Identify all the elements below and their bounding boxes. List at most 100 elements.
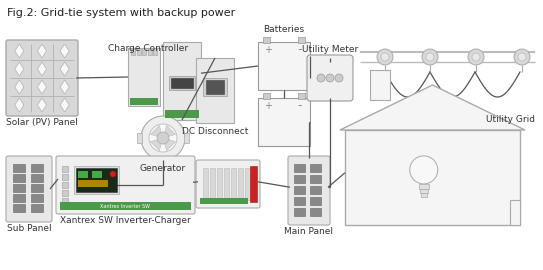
Bar xyxy=(142,48,146,55)
Circle shape xyxy=(326,74,334,82)
Text: Xantrex SW Inverter-Charger: Xantrex SW Inverter-Charger xyxy=(60,216,191,225)
Polygon shape xyxy=(15,98,24,112)
Bar xyxy=(62,182,68,188)
Text: Fig.2: Grid-tie system with backup power: Fig.2: Grid-tie system with backup power xyxy=(7,8,235,18)
Bar xyxy=(203,168,208,200)
Bar xyxy=(165,110,199,118)
Text: +: + xyxy=(264,45,272,55)
Circle shape xyxy=(377,49,393,65)
Bar xyxy=(153,48,157,55)
Circle shape xyxy=(149,124,177,152)
Bar xyxy=(200,198,248,204)
FancyBboxPatch shape xyxy=(56,156,195,214)
Bar xyxy=(76,168,117,192)
Bar xyxy=(210,168,215,200)
Bar xyxy=(196,58,234,123)
Bar xyxy=(130,98,158,105)
Circle shape xyxy=(514,49,530,65)
Bar xyxy=(294,197,305,205)
FancyBboxPatch shape xyxy=(6,156,52,222)
Bar xyxy=(263,93,270,99)
Bar xyxy=(345,130,520,225)
Text: Utility Meter: Utility Meter xyxy=(302,45,358,54)
Bar xyxy=(206,80,224,94)
Bar xyxy=(370,70,390,100)
Text: Main Panel: Main Panel xyxy=(285,227,333,236)
Polygon shape xyxy=(60,98,69,112)
Circle shape xyxy=(141,116,185,160)
Circle shape xyxy=(518,53,526,61)
Circle shape xyxy=(422,49,438,65)
Bar xyxy=(231,168,236,200)
Text: Batteries: Batteries xyxy=(263,25,305,34)
Polygon shape xyxy=(163,126,175,138)
Bar xyxy=(217,168,222,200)
Bar xyxy=(78,180,108,187)
FancyBboxPatch shape xyxy=(288,156,330,225)
Bar xyxy=(419,184,429,189)
Polygon shape xyxy=(163,138,175,150)
Bar xyxy=(128,48,160,106)
Text: DC Disconnect: DC Disconnect xyxy=(182,127,248,136)
FancyBboxPatch shape xyxy=(196,160,260,208)
Bar xyxy=(250,166,257,202)
Circle shape xyxy=(410,156,438,184)
Polygon shape xyxy=(150,138,163,150)
Polygon shape xyxy=(37,80,47,94)
Bar xyxy=(148,48,151,55)
Bar xyxy=(31,184,43,192)
Polygon shape xyxy=(60,44,69,58)
FancyBboxPatch shape xyxy=(6,40,78,116)
Bar xyxy=(31,164,43,172)
Bar xyxy=(169,76,195,90)
Bar xyxy=(298,37,305,43)
Bar xyxy=(60,202,191,210)
Bar xyxy=(13,174,25,182)
Polygon shape xyxy=(60,80,69,94)
Bar xyxy=(310,186,321,194)
Circle shape xyxy=(468,49,484,65)
Text: -: - xyxy=(298,100,302,113)
Bar xyxy=(13,164,25,172)
Bar xyxy=(294,175,305,183)
Bar xyxy=(258,42,310,90)
Polygon shape xyxy=(15,62,24,76)
Bar xyxy=(62,190,68,196)
Text: Utility Grid: Utility Grid xyxy=(485,115,534,124)
Bar xyxy=(258,98,310,146)
Text: Solar (PV) Panel: Solar (PV) Panel xyxy=(6,118,78,127)
Bar xyxy=(62,166,68,172)
Bar xyxy=(31,204,43,212)
Bar xyxy=(310,175,321,183)
Bar xyxy=(171,78,193,88)
Bar xyxy=(137,133,142,143)
Bar xyxy=(136,48,141,55)
Bar xyxy=(294,164,305,172)
Bar xyxy=(13,184,25,192)
Circle shape xyxy=(335,74,343,82)
Bar xyxy=(62,198,68,204)
Bar xyxy=(31,174,43,182)
Text: Xantrex Inverter SW: Xantrex Inverter SW xyxy=(100,204,150,208)
Bar xyxy=(294,186,305,194)
Polygon shape xyxy=(15,44,24,58)
Circle shape xyxy=(157,132,169,144)
Bar xyxy=(238,168,243,200)
Bar xyxy=(203,78,227,96)
Text: Sub Panel: Sub Panel xyxy=(7,224,51,233)
Bar xyxy=(310,164,321,172)
Polygon shape xyxy=(37,44,47,58)
Polygon shape xyxy=(37,98,47,112)
Circle shape xyxy=(381,53,389,61)
Bar xyxy=(13,204,25,212)
Text: Charge Controller: Charge Controller xyxy=(108,44,188,53)
Bar xyxy=(92,171,102,178)
Circle shape xyxy=(110,171,116,177)
Text: -: - xyxy=(298,43,302,56)
Bar xyxy=(294,208,305,216)
Bar xyxy=(421,193,427,197)
Bar xyxy=(310,208,321,216)
Bar xyxy=(74,166,119,194)
Polygon shape xyxy=(60,62,69,76)
Circle shape xyxy=(317,74,325,82)
